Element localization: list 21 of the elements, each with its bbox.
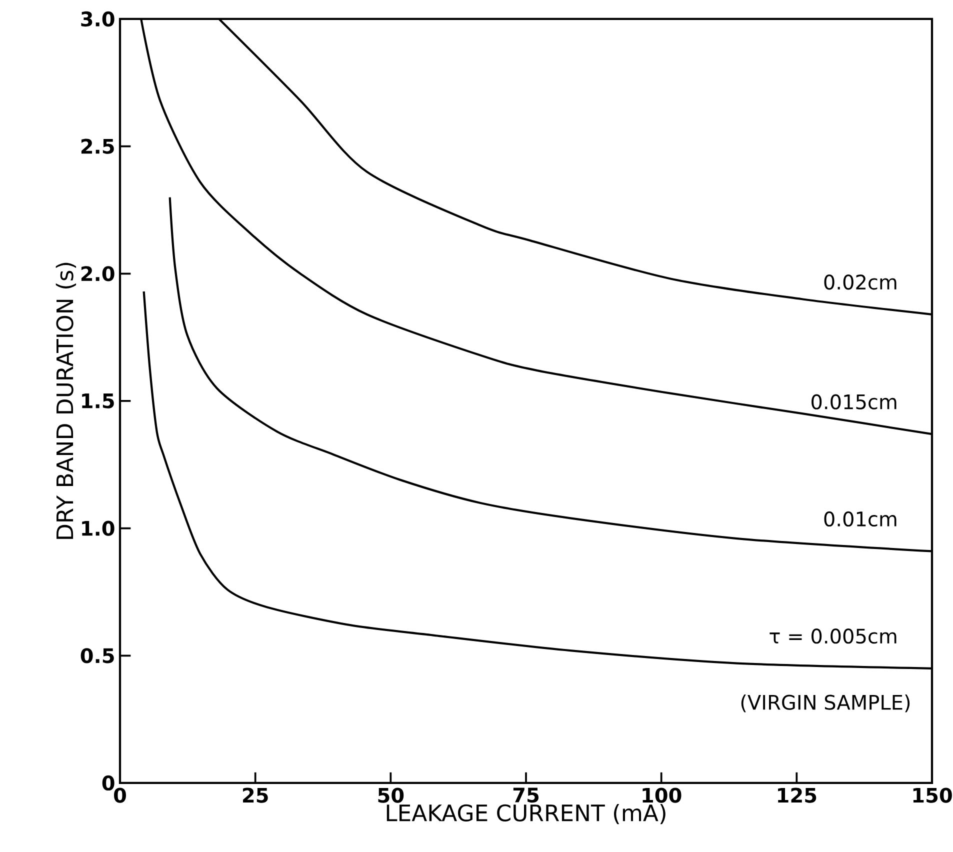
y-tick-label: 1.0 bbox=[82, 520, 114, 536]
series-label: 0.015cm bbox=[812, 394, 896, 410]
y-axis-title: DRY BAND DURATION (s) bbox=[56, 262, 76, 539]
x-tick-label: 75 bbox=[513, 788, 539, 803]
x-tick-label: 50 bbox=[378, 788, 404, 803]
x-axis-title: LEAKAGE CURRENT (mA) bbox=[386, 804, 666, 824]
y-tick-label: 0.5 bbox=[80, 648, 114, 664]
annotation: (VIRGIN SAMPLE) bbox=[741, 694, 910, 712]
y-tick-label: 2.5 bbox=[81, 138, 114, 154]
y-tick-label: 2.0 bbox=[81, 266, 114, 282]
x-tick-label: 125 bbox=[778, 788, 816, 803]
x-tick-label: 150 bbox=[913, 788, 952, 803]
x-tick-label: 25 bbox=[243, 788, 268, 803]
y-tick-label: 3.0 bbox=[81, 11, 114, 27]
series-label: 0.02cm bbox=[824, 274, 896, 290]
y-tick-label: 0 bbox=[102, 775, 114, 791]
series-label: 0.01cm bbox=[824, 511, 896, 527]
x-tick-label: 100 bbox=[642, 788, 682, 803]
y-tick-label: 1.5 bbox=[82, 394, 114, 408]
x-tick-label: 0 bbox=[114, 788, 126, 803]
series-label: τ = 0.005cm bbox=[770, 628, 896, 644]
